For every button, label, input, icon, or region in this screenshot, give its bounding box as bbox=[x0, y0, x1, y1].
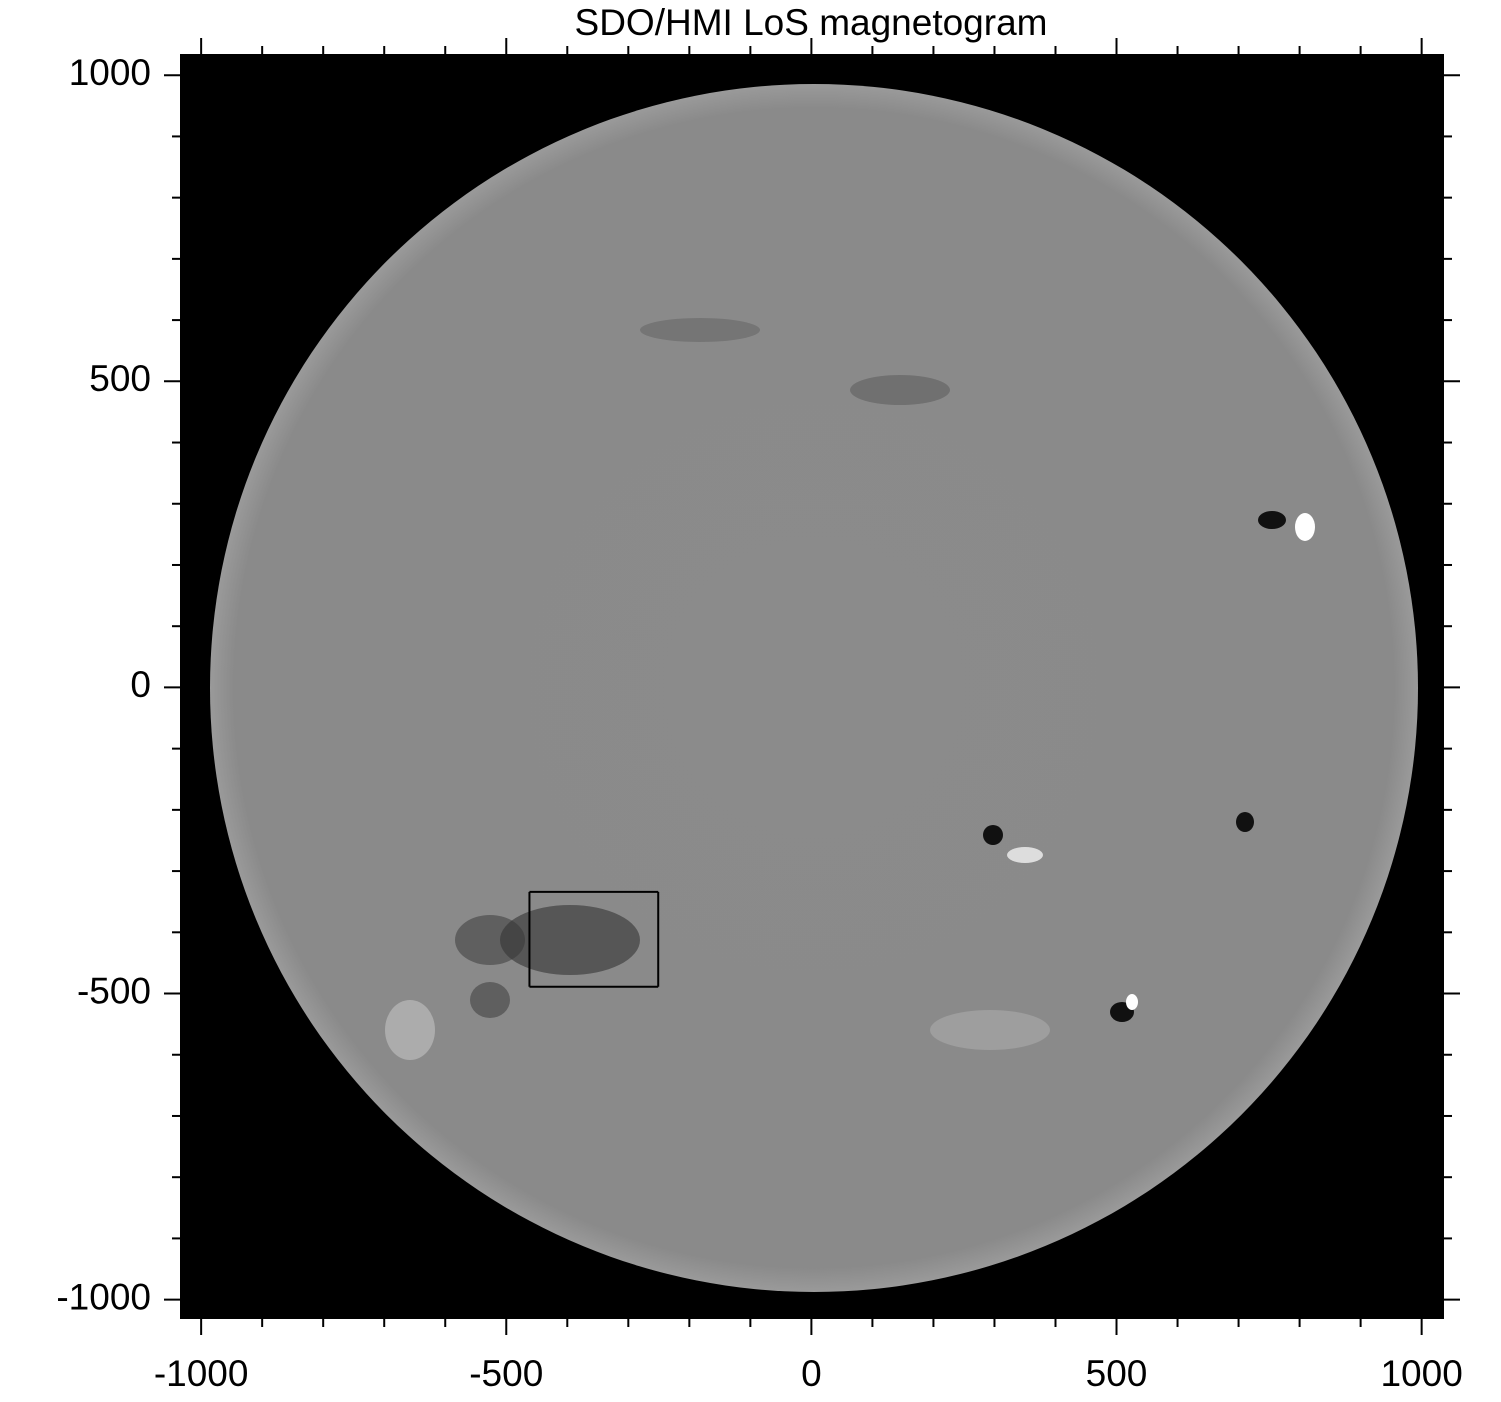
y-tick-label: 1000 bbox=[69, 52, 151, 93]
y-tick-label: 500 bbox=[89, 358, 151, 399]
chart: SDO/HMI LoS magnetogram -1000 -500 0 500 100… bbox=[0, 0, 1501, 1402]
solar-disk bbox=[210, 84, 1418, 1292]
chart-title: SDO/HMI LoS magnetogram bbox=[575, 2, 1048, 43]
x-tick-label: -500 bbox=[469, 1353, 543, 1394]
x-tick-label: 500 bbox=[1086, 1353, 1148, 1394]
x-tick-label: -1000 bbox=[154, 1353, 249, 1394]
x-tick-label: 1000 bbox=[1380, 1353, 1462, 1394]
y-tick-label: -500 bbox=[77, 970, 151, 1011]
y-tick-label: 0 bbox=[130, 664, 151, 705]
x-tick-label: 0 bbox=[801, 1353, 822, 1394]
y-tick-label: -1000 bbox=[56, 1276, 151, 1317]
